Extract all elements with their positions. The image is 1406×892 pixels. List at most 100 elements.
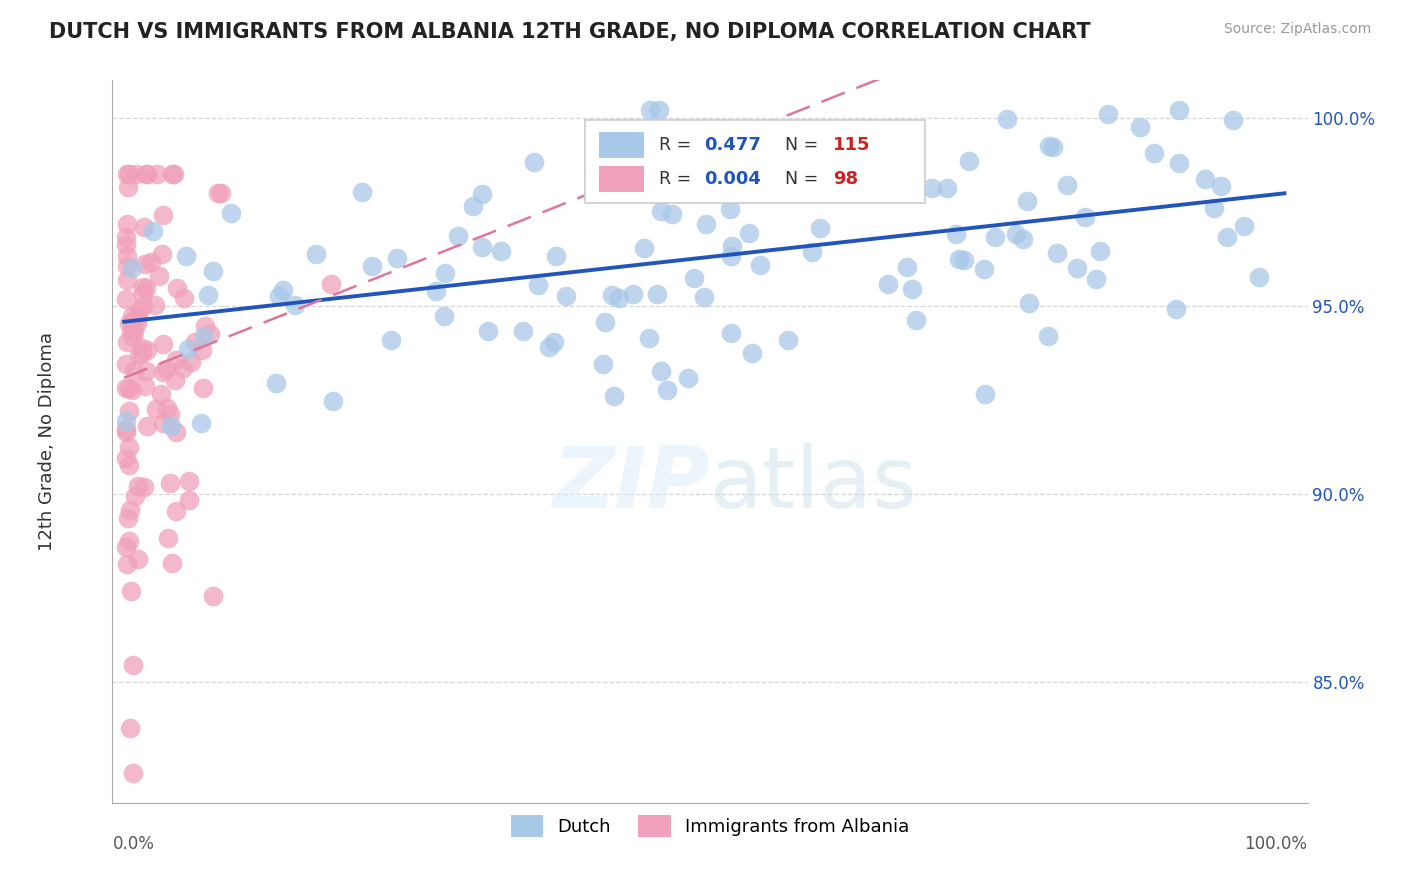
- Bar: [599, 166, 644, 193]
- Point: [115, 229, 138, 244]
- Point: [163, 167, 186, 181]
- Point: [114, 414, 136, 428]
- Point: [134, 480, 156, 494]
- Point: [172, 361, 194, 376]
- Text: ZIP: ZIP: [553, 443, 710, 526]
- Point: [957, 153, 980, 168]
- Point: [177, 342, 200, 356]
- Point: [741, 346, 763, 360]
- Point: [118, 167, 141, 181]
- Point: [948, 252, 970, 266]
- Point: [477, 324, 499, 338]
- Text: 98: 98: [834, 170, 858, 188]
- Point: [1012, 232, 1035, 246]
- Point: [595, 315, 617, 329]
- Text: 0.0%: 0.0%: [112, 835, 155, 854]
- Point: [124, 489, 146, 503]
- Point: [207, 186, 229, 201]
- Point: [136, 418, 159, 433]
- Point: [876, 146, 898, 161]
- Point: [471, 240, 494, 254]
- Point: [115, 249, 138, 263]
- Point: [115, 381, 138, 395]
- Point: [380, 334, 402, 348]
- Point: [682, 270, 704, 285]
- Point: [152, 416, 174, 430]
- Point: [122, 657, 145, 672]
- Point: [165, 352, 187, 367]
- Point: [117, 167, 139, 181]
- Text: N =: N =: [786, 136, 824, 153]
- Point: [1005, 227, 1028, 241]
- Point: [115, 237, 138, 252]
- Point: [122, 363, 145, 377]
- Point: [135, 280, 157, 294]
- Point: [676, 371, 699, 385]
- Point: [778, 333, 800, 347]
- Point: [720, 248, 742, 262]
- Point: [523, 155, 546, 169]
- Point: [115, 422, 138, 436]
- FancyBboxPatch shape: [585, 120, 925, 203]
- Point: [810, 174, 832, 188]
- Point: [193, 329, 215, 343]
- Point: [447, 228, 470, 243]
- Point: [638, 103, 661, 118]
- Point: [152, 208, 174, 222]
- Point: [219, 205, 242, 219]
- Point: [152, 337, 174, 351]
- Point: [633, 241, 655, 255]
- Point: [592, 357, 614, 371]
- Point: [115, 450, 138, 465]
- Point: [177, 493, 200, 508]
- Point: [118, 381, 141, 395]
- Point: [160, 419, 183, 434]
- Point: [122, 765, 145, 780]
- Point: [889, 160, 911, 174]
- Point: [360, 259, 382, 273]
- Point: [546, 250, 568, 264]
- Point: [849, 172, 872, 186]
- Point: [1085, 272, 1108, 286]
- Text: 0.477: 0.477: [704, 136, 761, 153]
- Point: [118, 316, 141, 330]
- Point: [150, 246, 173, 260]
- Text: DUTCH VS IMMIGRANTS FROM ALBANIA 12TH GRADE, NO DIPLOMA CORRELATION CHART: DUTCH VS IMMIGRANTS FROM ALBANIA 12TH GR…: [49, 22, 1091, 42]
- Point: [190, 343, 212, 357]
- Point: [143, 298, 166, 312]
- Point: [995, 112, 1018, 127]
- Point: [121, 383, 143, 397]
- Point: [527, 278, 550, 293]
- Point: [749, 258, 772, 272]
- Point: [135, 343, 157, 357]
- Point: [305, 246, 328, 260]
- Point: [350, 185, 373, 199]
- Bar: [599, 132, 644, 158]
- Point: [117, 217, 139, 231]
- Point: [1233, 219, 1256, 233]
- Point: [184, 334, 207, 349]
- Point: [1036, 329, 1059, 343]
- Point: [665, 139, 688, 153]
- Point: [433, 266, 456, 280]
- Text: R =: R =: [658, 136, 696, 153]
- Point: [800, 245, 823, 260]
- Point: [118, 404, 141, 418]
- Point: [125, 310, 148, 325]
- Point: [1247, 269, 1270, 284]
- Point: [127, 552, 149, 566]
- Point: [647, 103, 669, 118]
- Point: [1042, 140, 1064, 154]
- Point: [489, 244, 512, 259]
- Point: [1074, 210, 1097, 224]
- Point: [645, 287, 668, 301]
- Point: [267, 289, 290, 303]
- Point: [1202, 201, 1225, 215]
- Point: [1038, 139, 1060, 153]
- Point: [135, 364, 157, 378]
- Point: [1015, 194, 1038, 208]
- Point: [132, 220, 155, 235]
- Text: 100.0%: 100.0%: [1244, 835, 1308, 854]
- Point: [905, 313, 928, 327]
- Point: [152, 366, 174, 380]
